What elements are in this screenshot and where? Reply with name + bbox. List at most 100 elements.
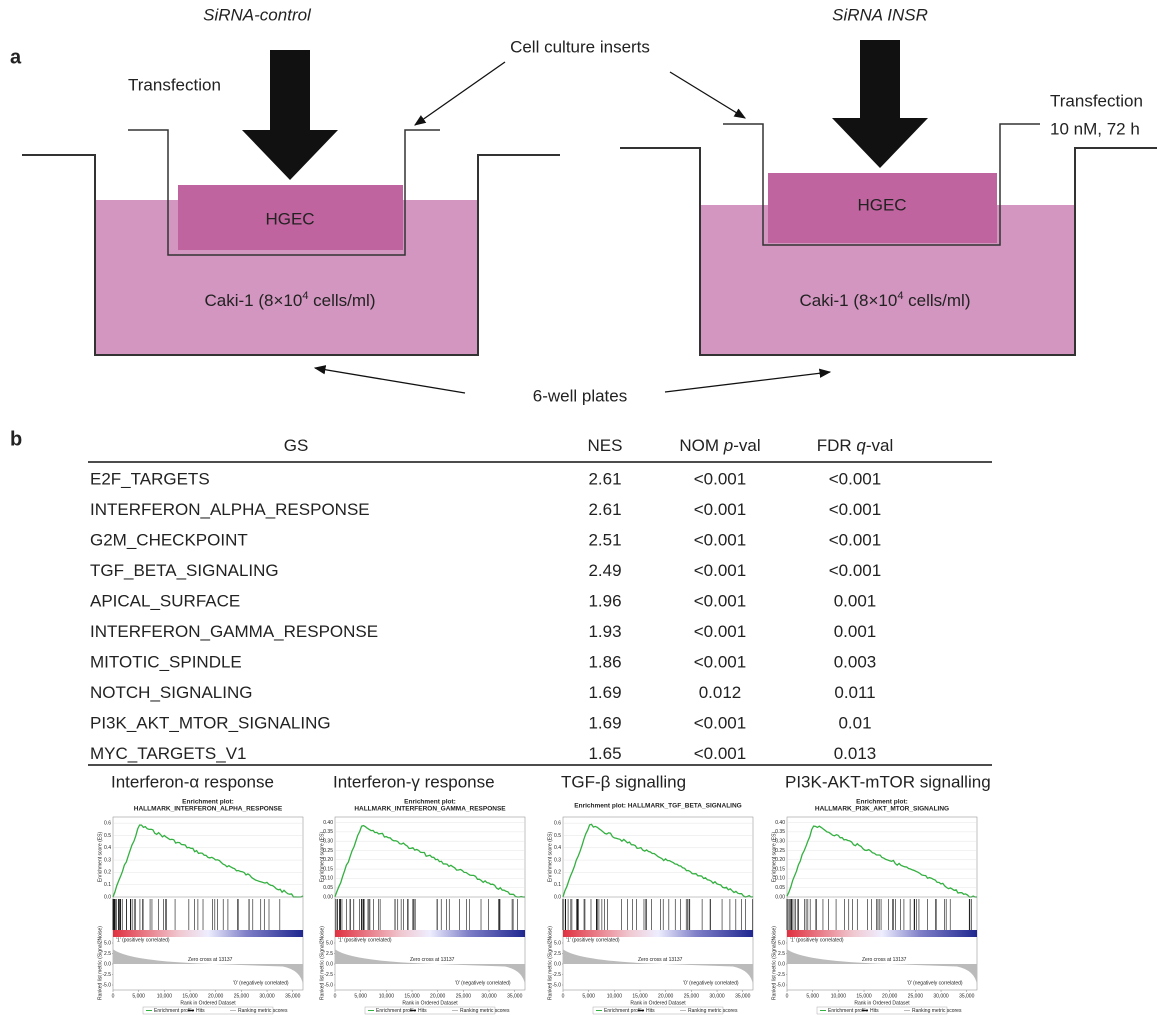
- text: <0.001: [829, 561, 881, 580]
- text: PI3K_AKT_MTOR_SIGNALING: [90, 713, 331, 732]
- text: 0.6: [554, 820, 561, 826]
- text: <0.001: [829, 469, 881, 488]
- text: 30,000: [933, 993, 949, 999]
- text: Hits: [196, 1008, 205, 1014]
- text-part: -val: [866, 436, 893, 455]
- rich-text: NOM p-val: [679, 436, 760, 455]
- text: <0.001: [694, 591, 746, 610]
- text: 2.5: [554, 951, 561, 957]
- text: Transfection: [128, 75, 221, 94]
- text: <0.001: [694, 652, 746, 671]
- text: 25,000: [456, 993, 472, 999]
- text: 10,000: [157, 993, 173, 999]
- text: HGEC: [265, 209, 314, 228]
- enrichment-curve: [787, 826, 977, 897]
- text: 0.4: [554, 845, 561, 851]
- text: 0.05: [775, 885, 785, 891]
- text: Ranked list metric (Signal2Noise): [771, 926, 777, 1000]
- text: Ranked list metric (Signal2Noise): [547, 926, 553, 1000]
- text: 5,000: [806, 993, 819, 999]
- text-part: p: [723, 436, 733, 455]
- text: Enrichment score (ES): [547, 832, 553, 883]
- text: 2.61: [588, 469, 621, 488]
- text: Zero cross at 13137: [410, 957, 455, 963]
- text: 2.5: [104, 951, 111, 957]
- text: 0.0: [104, 961, 111, 967]
- text: 1.69: [588, 683, 621, 702]
- text: 5,000: [582, 993, 595, 999]
- text: 15,000: [632, 993, 648, 999]
- text: Cell culture inserts: [510, 37, 650, 56]
- text: 1.69: [588, 713, 621, 732]
- text: 0.2: [104, 870, 111, 876]
- text: TGF_BETA_SIGNALING: [90, 561, 279, 580]
- rich-text: Caki-1 (8×104 cells/ml): [205, 290, 376, 311]
- text: Enrichment score (ES): [771, 832, 777, 883]
- text: 15,000: [182, 993, 198, 999]
- text: 1.86: [588, 652, 621, 671]
- text: '1' (positively correlated): [790, 937, 844, 943]
- text: 5.0: [104, 940, 111, 946]
- text: 0.40: [775, 820, 785, 826]
- text: 0.4: [104, 845, 111, 851]
- text: 0.2: [554, 870, 561, 876]
- text: Hits: [418, 1008, 427, 1014]
- text: 20,000: [658, 993, 674, 999]
- text: 10,000: [607, 993, 623, 999]
- text: -5.0: [776, 982, 785, 988]
- rank-gradient: [563, 930, 753, 937]
- text: Enrichment score (ES): [97, 832, 103, 883]
- text: '0' (negatively correlated): [455, 980, 511, 986]
- text: 35,000: [959, 993, 975, 999]
- enrichment-curve: [335, 826, 525, 897]
- text: SiRNA INSR: [832, 5, 928, 24]
- text: Interferon-γ response: [333, 772, 495, 791]
- text: a: [10, 46, 22, 68]
- rich-text: GS: [284, 436, 309, 455]
- text: 2.61: [588, 500, 621, 519]
- text: 0.0: [778, 961, 785, 967]
- text: 5.0: [326, 940, 333, 946]
- text: b: [10, 428, 22, 450]
- text: 0.003: [834, 652, 877, 671]
- text: MYC_TARGETS_V1: [90, 744, 247, 763]
- text: 0.001: [834, 622, 877, 641]
- text: 0.001: [834, 591, 877, 610]
- text: Ranked list metric (Signal2Noise): [97, 926, 103, 1000]
- text-part: cells/ml): [308, 291, 375, 310]
- text: Enrichment score (ES): [319, 832, 325, 883]
- text: -2.5: [324, 972, 333, 978]
- text: Rank in Ordered Dataset: [854, 1000, 910, 1006]
- text: '1' (positively correlated): [566, 937, 620, 943]
- text: Rank in Ordered Dataset: [630, 1000, 686, 1006]
- text: 0: [786, 993, 789, 999]
- text: 0.01: [838, 713, 871, 732]
- text: 35,000: [285, 993, 301, 999]
- text: '0' (negatively correlated): [683, 980, 739, 986]
- text: 0.00: [775, 894, 785, 900]
- text: 2.51: [588, 530, 621, 549]
- text: SiRNA-control: [203, 5, 312, 24]
- text: 25,000: [684, 993, 700, 999]
- text: 0.3: [104, 857, 111, 863]
- text: 1.93: [588, 622, 621, 641]
- text: Enrichment plot:: [404, 799, 456, 806]
- text: 35,000: [507, 993, 523, 999]
- text: <0.001: [829, 500, 881, 519]
- text: 0.0: [554, 961, 561, 967]
- text: <0.001: [694, 561, 746, 580]
- text: 1.65: [588, 744, 621, 763]
- text: Enrichment plot: HALLMARK_TGF_BETA_SIGNA…: [574, 803, 741, 810]
- text: -5.0: [102, 982, 111, 988]
- text: 5.0: [778, 940, 785, 946]
- text: Ranked list metric (Signal2Noise): [319, 926, 325, 1000]
- text: 20,000: [430, 993, 446, 999]
- text: Ranking metric scores: [688, 1008, 738, 1014]
- text: Hits: [646, 1008, 655, 1014]
- rich-text: FDR q-val: [817, 436, 894, 455]
- text: 5.0: [554, 940, 561, 946]
- text: 0.6: [104, 820, 111, 826]
- text: -2.5: [102, 972, 111, 978]
- text: 0.0: [554, 894, 561, 900]
- text-part: Caki-1 (8×10: [800, 291, 898, 310]
